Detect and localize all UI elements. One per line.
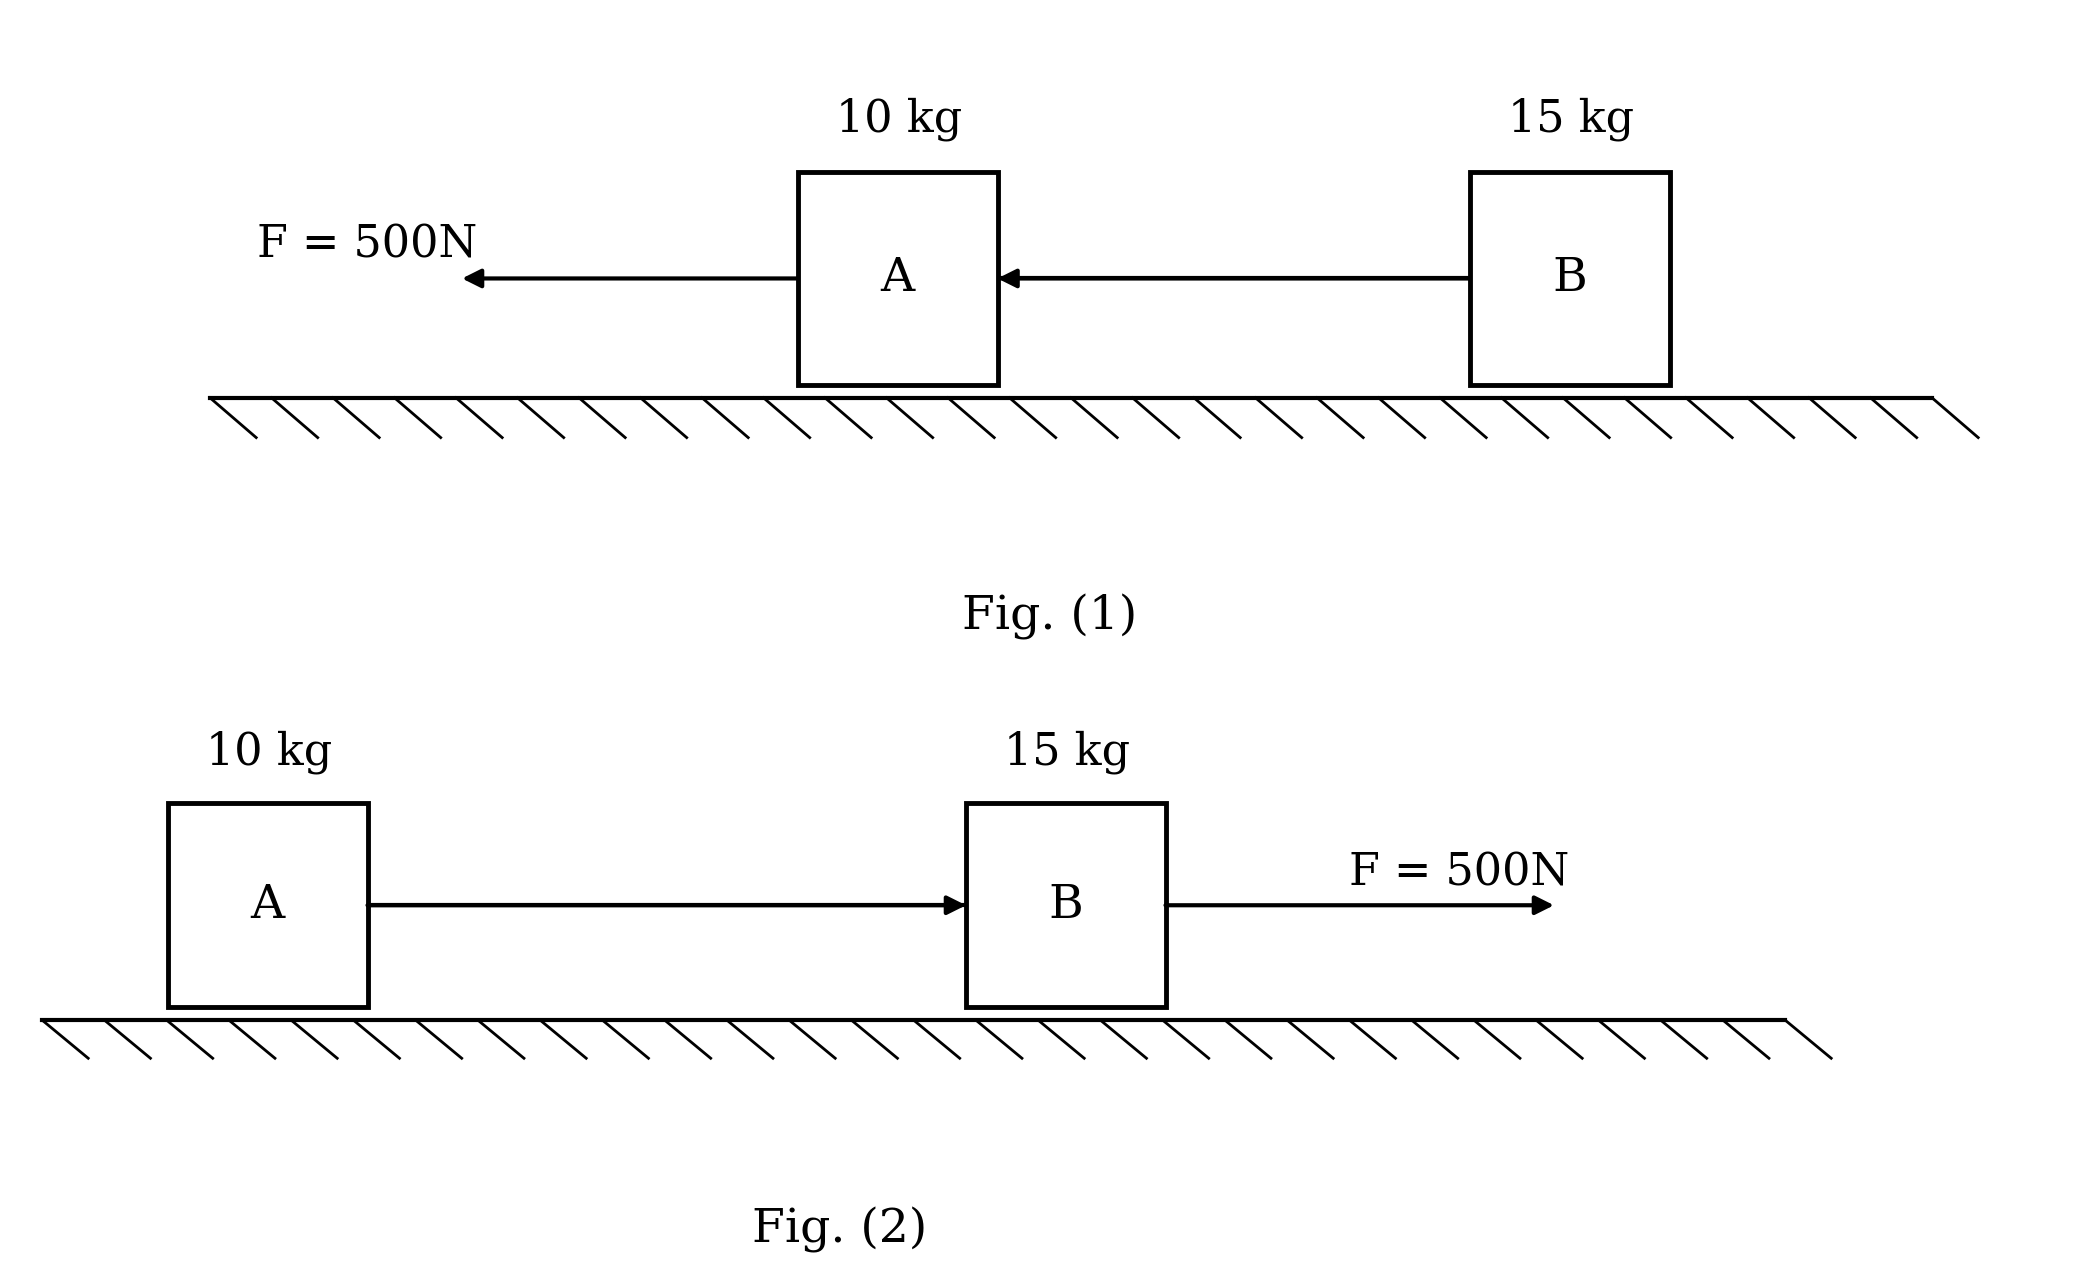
Text: 15 kg: 15 kg (1508, 97, 1634, 142)
Text: 10 kg: 10 kg (836, 97, 962, 142)
Text: 10 kg: 10 kg (206, 731, 332, 774)
Text: Fig. (2): Fig. (2) (752, 1207, 928, 1253)
Text: F = 500N: F = 500N (258, 223, 477, 266)
Bar (798, 172, 998, 385)
Bar (966, 803, 1166, 1007)
Text: A: A (250, 882, 286, 928)
Text: Fig. (1): Fig. (1) (962, 594, 1138, 640)
Text: 15 kg: 15 kg (1004, 731, 1130, 774)
Bar (168, 803, 368, 1007)
Text: F = 500N: F = 500N (1350, 852, 1569, 895)
Text: B: B (1048, 882, 1084, 928)
Text: A: A (880, 256, 916, 301)
Text: B: B (1552, 256, 1588, 301)
Bar (1470, 172, 1670, 385)
